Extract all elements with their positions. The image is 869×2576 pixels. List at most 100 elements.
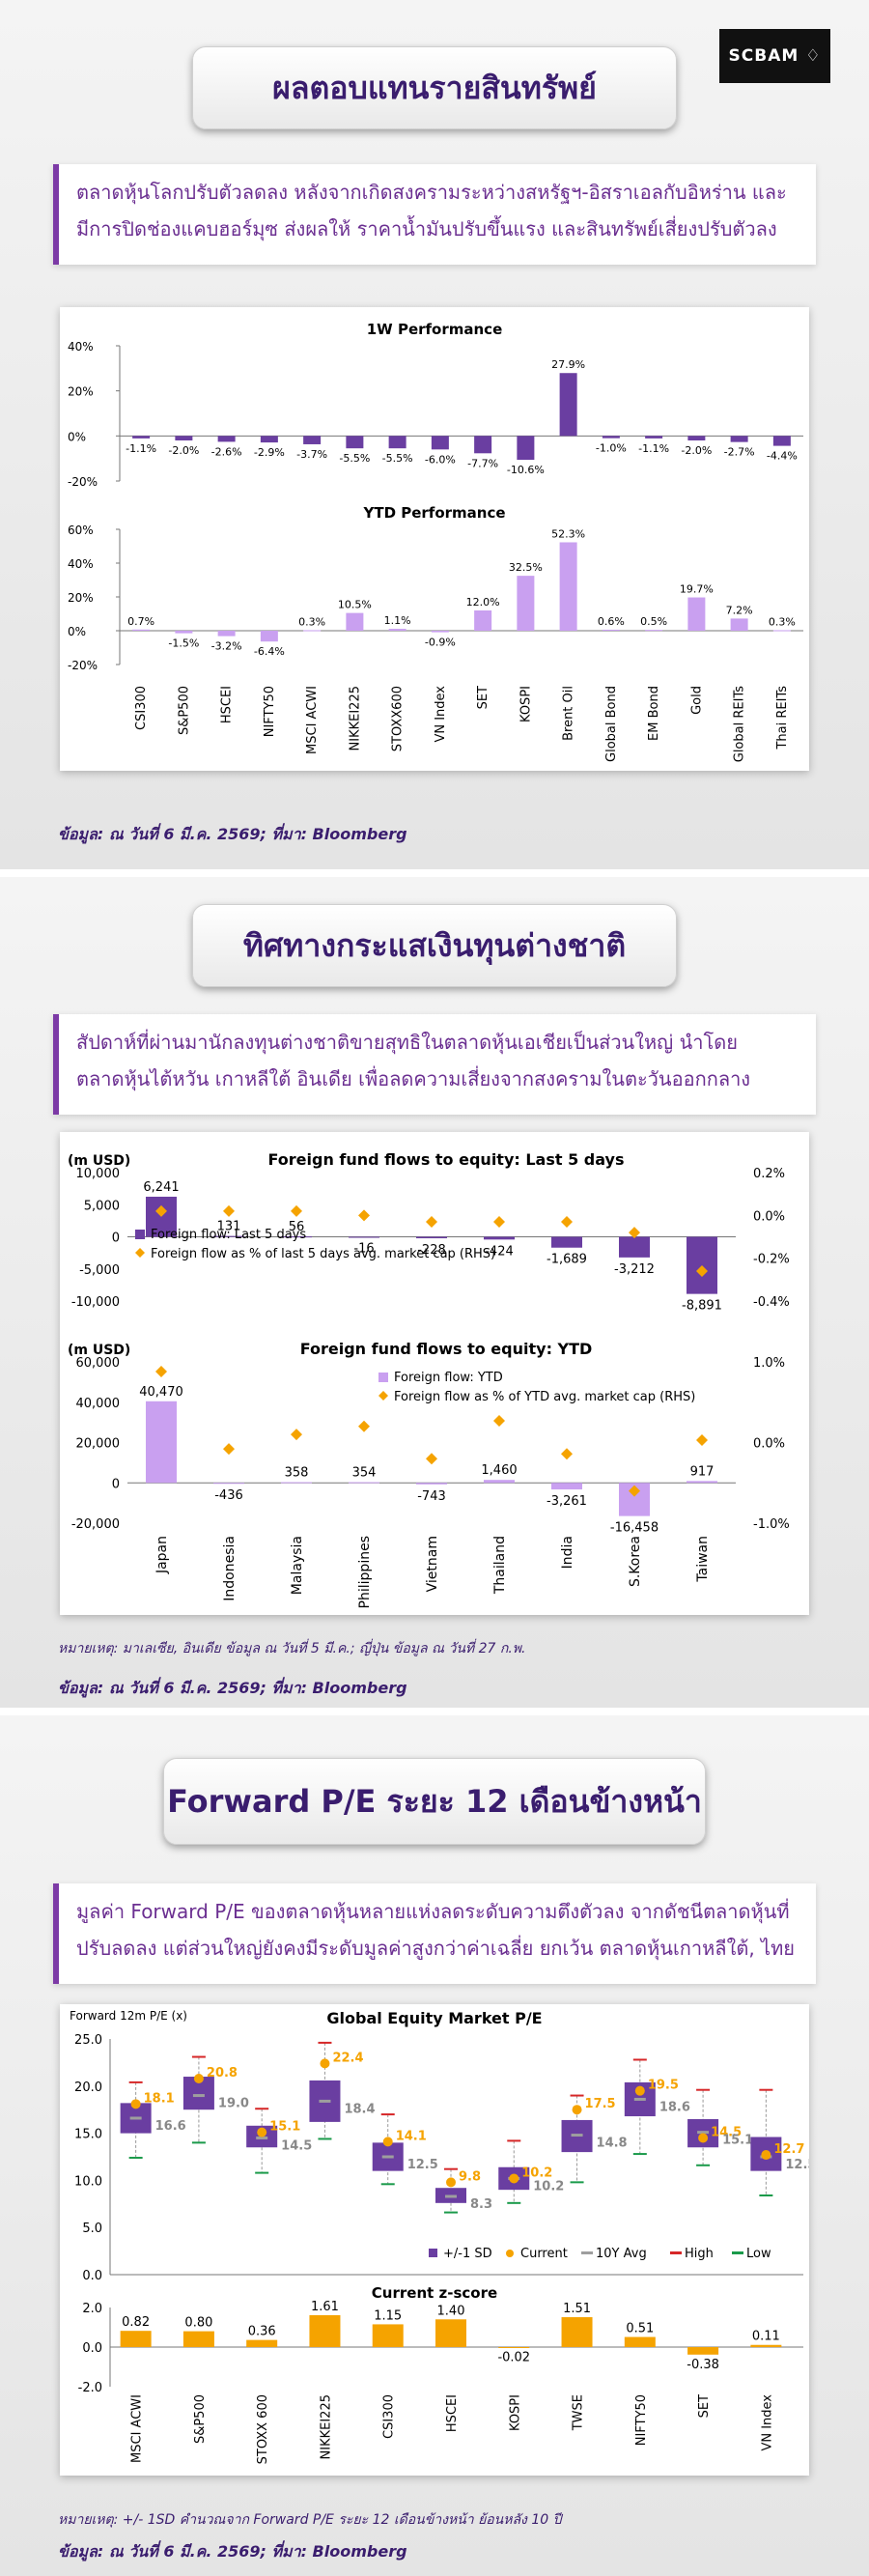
- pe-legend-swatch-1: [506, 2250, 514, 2257]
- flows-panel-title-0: Foreign fund flows to equity: Last 5 day…: [268, 1150, 625, 1169]
- zscore-label-1: 0.80: [184, 2316, 212, 2331]
- flows-chart-card: Foreign fund flows to equity: Last 5 day…: [60, 1132, 809, 1615]
- flows-ytick-0-1: 5,000: [84, 1199, 120, 1213]
- pe-current-8: [634, 2085, 645, 2096]
- section2-title: ทิศทางกระแสเงินทุนต่างชาติ: [192, 904, 677, 987]
- flows-bar-label-1-4: -743: [417, 1489, 446, 1504]
- section3-summary-line2: ปรับลดลง แต่ส่วนใหญ่ยังคงมีระดับมูลค่าสู…: [76, 1937, 795, 1960]
- bar-0-1: [175, 436, 193, 440]
- flows-rtick-0-2: -0.2%: [753, 1253, 790, 1267]
- lotus-icon: ♢: [805, 46, 822, 66]
- panel-title-1: YTD Performance: [362, 504, 505, 522]
- zscore-bar-2: [246, 2339, 278, 2347]
- flows-category-0: Japan: [154, 1536, 170, 1574]
- flows-ytick-1-3: 0: [112, 1477, 120, 1491]
- panel-title-0: 1W Performance: [367, 321, 503, 338]
- flows-ytick-0-2: 0: [112, 1231, 120, 1246]
- pe-avg-label-2: 14.5: [281, 2138, 312, 2153]
- pe-legend-2: 10Y Avg: [596, 2247, 647, 2261]
- flows-bar-label-0-3: -16: [353, 1242, 374, 1257]
- flows-rtick-1-1: 0.0%: [753, 1437, 785, 1452]
- bar-0-12: [645, 436, 663, 439]
- section3-source: ข้อมูล: ณ วันที่ 6 มี.ค. 2569; ที่มา: Bl…: [58, 2542, 407, 2561]
- flows-rtick-0-0: 0.2%: [753, 1167, 785, 1181]
- section2-footnote: หมายเหตุ: มาเลเซีย, อินเดีย ข้อมูล ณ วัน…: [58, 1641, 526, 1656]
- pe-ytick-4: 5.0: [82, 2222, 102, 2236]
- bar-label-0-15: -4.4%: [767, 450, 798, 463]
- pe-category-8: NIFTY50: [634, 2394, 649, 2446]
- section2-summary-line1: สัปดาห์ที่ผ่านมานักลงทุนต่างชาติขายสุทธิ…: [76, 1031, 738, 1054]
- bar-0-14: [730, 436, 748, 442]
- bar-label-1-15: 0.3%: [769, 615, 796, 628]
- zscore-bar-1: [182, 2331, 214, 2347]
- logo-text: SCBAM: [728, 46, 799, 66]
- flows-category-8: Taiwan: [695, 1536, 711, 1583]
- pe-current-label-3: 22.4: [332, 2051, 363, 2065]
- bar-label-0-11: -1.0%: [596, 442, 627, 455]
- scbam-logo: SCBAM ♢: [719, 29, 830, 83]
- pe-legend-4: Low: [746, 2247, 771, 2261]
- section3-footnote: หมายเหตุ: +/- 1SD คำนวณจาก Forward P/E ร…: [58, 2512, 562, 2528]
- flows-bar-0-1: [213, 1235, 244, 1237]
- section3-title-text: Forward P/E ระยะ 12 เดือนข้างหน้า: [167, 1782, 702, 1820]
- bar-1-14: [730, 618, 748, 631]
- zscore-label-10: 0.11: [752, 2330, 780, 2344]
- pe-category-9: SET: [697, 2394, 712, 2418]
- pe-legend-swatch-2: [581, 2251, 593, 2254]
- category-label-10: Brent Oil: [562, 686, 576, 741]
- flows-legend-swatch-rhs-1: [378, 1391, 388, 1401]
- pe-category-5: HSCEI: [445, 2394, 460, 2432]
- bar-label-0-6: -5.5%: [382, 452, 413, 465]
- flows-rhs-marker-1-2: [291, 1429, 302, 1441]
- y-tick-label-1-4: -20%: [68, 659, 98, 672]
- bar-0-7: [431, 436, 449, 450]
- flows-rhs-marker-0-7: [629, 1227, 640, 1239]
- zscore-ytick-1: 0.0: [82, 2341, 102, 2356]
- section1-summary-line1: ตลาดหุ้นโลกปรับตัวลดลง หลังจากเกิดสงคราม…: [76, 181, 787, 204]
- bar-0-9: [517, 436, 535, 461]
- bar-label-1-8: 12.0%: [466, 596, 500, 609]
- category-label-11: Global Bond: [604, 686, 619, 762]
- performance-chart: 1W Performance 40% 20% 0% -20% -1.1% -2.0% -2.6…: [68, 321, 803, 762]
- flows-bar-1-2: [281, 1482, 312, 1484]
- pe-current-label-5: 9.8: [459, 2169, 481, 2184]
- pe-legend-swatch-3: [670, 2251, 682, 2254]
- y-tick-label-0-0: 40%: [68, 340, 94, 354]
- flows-rtick-1-2: -1.0%: [753, 1517, 790, 1532]
- pe-avg-label-1: 19.0: [218, 2097, 249, 2111]
- flows-bar-label-1-8: 917: [690, 1464, 715, 1479]
- bar-label-0-8: -7.7%: [467, 457, 498, 469]
- section1-summary-line2: มีการปิดช่องแคบฮอร์มุซ ส่งผลให้ ราคาน้ำม…: [76, 217, 777, 241]
- bar-label-1-5: 10.5%: [338, 599, 372, 611]
- pe-legend-0: +/-1 SD: [443, 2247, 492, 2261]
- pe-ytick-2: 15.0: [74, 2128, 102, 2142]
- category-label-13: Gold: [689, 686, 704, 715]
- flows-bar-0-7: [619, 1236, 650, 1258]
- bar-label-0-10: 27.9%: [551, 358, 585, 371]
- flows-legend-swatch-bar-1: [378, 1373, 388, 1382]
- category-label-9: KOSPI: [519, 686, 533, 722]
- pe-current-3: [320, 2058, 330, 2069]
- flows-legend-swatch-bar-0: [135, 1230, 145, 1239]
- pe-ytick-3: 10.0: [74, 2174, 102, 2189]
- y-tick-label-1-1: 40%: [68, 557, 94, 571]
- category-label-6: STOXX600: [391, 686, 406, 751]
- zscore-label-9: -0.38: [687, 2358, 719, 2372]
- category-label-12: EM Bond: [647, 686, 661, 741]
- flows-ytick-0-0: 10,000: [76, 1167, 121, 1181]
- flows-ytick-0-3: -5,000: [79, 1263, 120, 1278]
- flows-bar-label-1-0: 40,470: [139, 1385, 183, 1400]
- pe-category-1: S&P500: [193, 2394, 208, 2444]
- flows-rhs-marker-0-1: [223, 1204, 235, 1217]
- y-tick-label-0-3: -20%: [68, 475, 98, 489]
- y-tick-label-0-2: 0%: [68, 430, 86, 443]
- bar-1-12: [645, 630, 663, 632]
- pe-current-label-0: 18.1: [144, 2091, 175, 2106]
- y-tick-label-0-1: 20%: [68, 385, 94, 399]
- flows-rhs-marker-1-1: [223, 1443, 235, 1456]
- pe-current-4: [382, 2137, 393, 2147]
- pe-avg-label-8: 18.6: [659, 2100, 690, 2114]
- zscore-ytick-0: 2.0: [82, 2302, 102, 2316]
- category-label-2: HSCEI: [220, 686, 235, 723]
- bar-label-1-10: 52.3%: [551, 527, 585, 540]
